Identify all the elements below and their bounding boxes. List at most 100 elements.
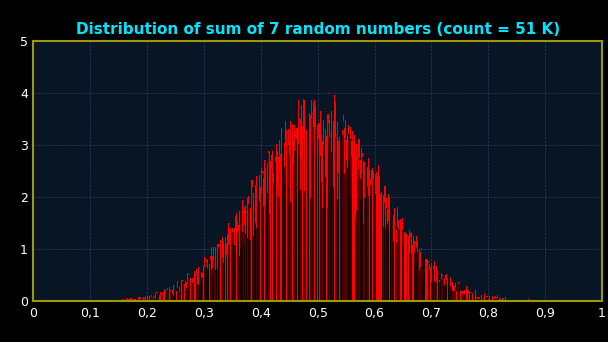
Bar — [319, 123, 320, 301]
Bar — [333, 121, 334, 301]
Bar — [441, 275, 443, 301]
Bar — [437, 270, 438, 301]
Bar — [438, 272, 439, 301]
Bar — [339, 137, 340, 301]
Bar — [195, 275, 196, 301]
Bar — [228, 223, 229, 301]
Bar — [278, 157, 279, 301]
Bar — [418, 253, 419, 301]
Bar — [230, 227, 231, 301]
Bar — [376, 171, 377, 301]
Bar — [394, 208, 395, 301]
Bar — [403, 223, 404, 301]
Bar — [340, 115, 342, 301]
Bar — [361, 147, 362, 301]
Bar — [478, 297, 479, 301]
Bar — [398, 220, 399, 301]
Bar — [288, 129, 289, 301]
Bar — [131, 299, 133, 301]
Bar — [461, 291, 462, 301]
Bar — [135, 299, 136, 301]
Bar — [419, 249, 420, 301]
Bar — [261, 169, 262, 301]
Bar — [305, 115, 306, 301]
Bar — [196, 269, 197, 301]
Bar — [358, 140, 359, 301]
Bar — [178, 284, 179, 301]
Bar — [428, 261, 429, 301]
Bar — [190, 277, 192, 301]
Bar — [130, 298, 131, 301]
Bar — [224, 237, 226, 301]
Bar — [253, 193, 254, 301]
Bar — [123, 300, 124, 301]
Bar — [287, 149, 288, 301]
Bar — [375, 174, 376, 301]
Bar — [350, 127, 351, 301]
Bar — [447, 278, 448, 301]
Bar — [486, 297, 487, 301]
Bar — [221, 249, 222, 301]
Bar — [296, 128, 297, 301]
Bar — [402, 218, 403, 301]
Bar — [262, 171, 263, 301]
Bar — [146, 297, 147, 301]
Bar — [427, 260, 428, 301]
Bar — [409, 230, 410, 301]
Bar — [126, 300, 128, 301]
Bar — [513, 300, 514, 301]
Bar — [410, 233, 411, 301]
Bar — [337, 122, 338, 301]
Bar — [344, 128, 345, 301]
Bar — [429, 264, 430, 301]
Bar — [362, 153, 363, 301]
Bar — [502, 299, 503, 301]
Bar — [482, 295, 483, 301]
Bar — [485, 296, 486, 301]
Bar — [213, 247, 214, 301]
Bar — [487, 297, 488, 301]
Bar — [215, 247, 216, 301]
Bar — [320, 111, 321, 301]
Bar — [247, 197, 248, 301]
Bar — [197, 275, 198, 301]
Bar — [455, 283, 456, 301]
Bar — [289, 141, 290, 301]
Bar — [286, 130, 287, 301]
Bar — [331, 111, 333, 301]
Bar — [272, 150, 273, 301]
Bar — [198, 267, 199, 301]
Bar — [363, 161, 364, 301]
Bar — [412, 246, 413, 301]
Bar — [385, 186, 386, 301]
Bar — [163, 292, 164, 301]
Bar — [389, 197, 390, 301]
Bar — [179, 287, 180, 301]
Bar — [371, 170, 372, 301]
Bar — [497, 295, 499, 301]
Bar — [505, 298, 506, 301]
Bar — [306, 130, 308, 301]
Bar — [380, 195, 381, 301]
Bar — [169, 287, 170, 301]
Bar — [382, 196, 384, 301]
Bar — [430, 267, 431, 301]
Bar — [148, 297, 150, 301]
Bar — [467, 289, 468, 301]
Bar — [471, 292, 472, 301]
Bar — [364, 162, 365, 301]
Bar — [302, 126, 303, 301]
Bar — [201, 273, 202, 301]
Bar — [153, 297, 154, 301]
Bar — [372, 169, 373, 301]
Bar — [330, 131, 331, 301]
Bar — [312, 114, 313, 301]
Bar — [407, 236, 409, 301]
Bar — [270, 161, 271, 301]
Bar — [413, 236, 414, 301]
Bar — [434, 261, 435, 301]
Bar — [122, 299, 123, 301]
Bar — [469, 292, 470, 301]
Bar — [352, 131, 353, 301]
Bar — [368, 158, 369, 301]
